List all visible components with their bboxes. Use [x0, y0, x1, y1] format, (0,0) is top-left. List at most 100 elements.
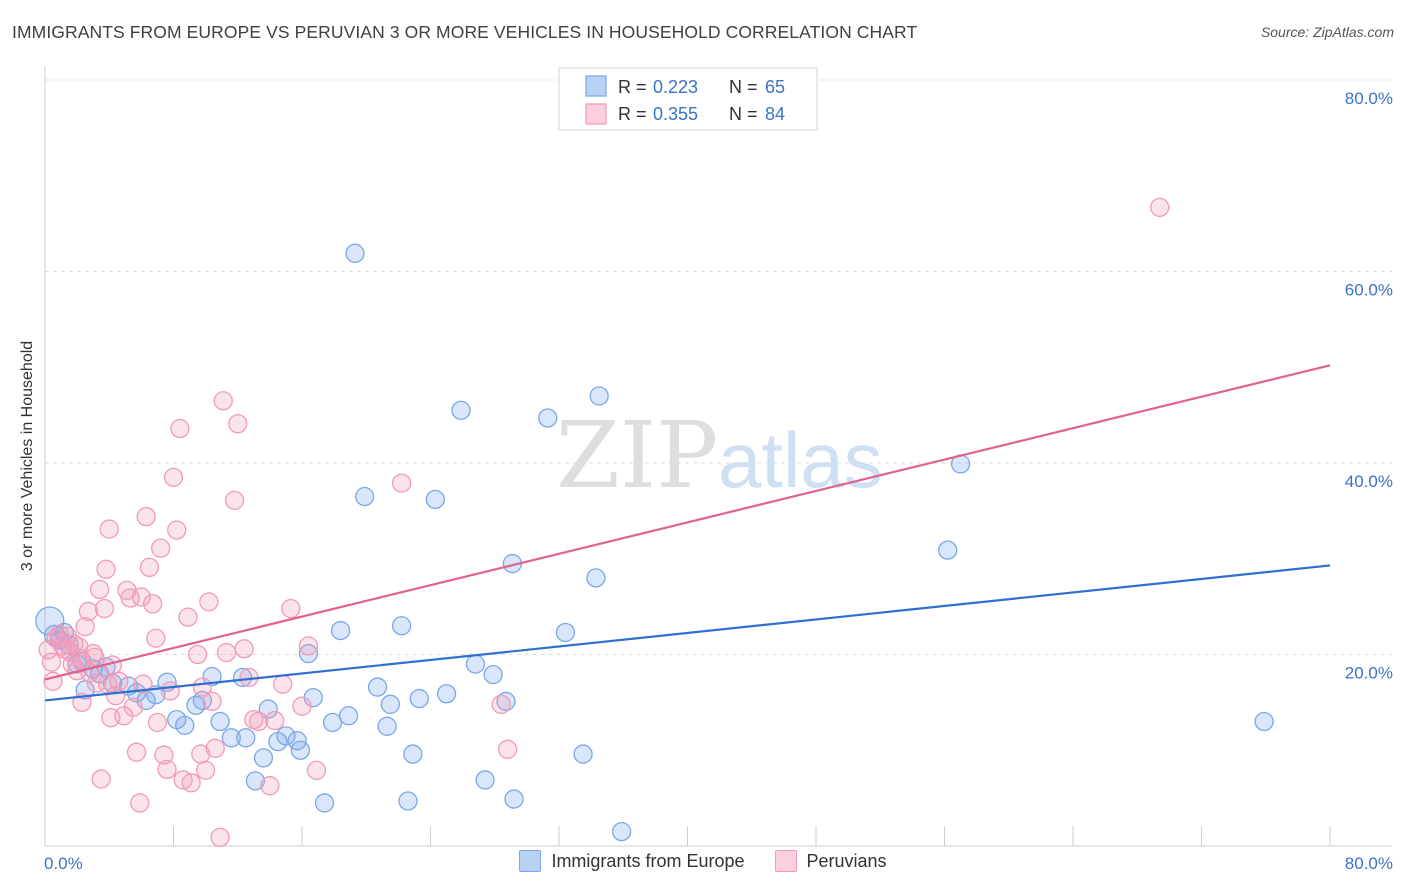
legend-n-value-europe: 65	[765, 77, 785, 97]
point-peruvians	[75, 617, 95, 637]
point-europe	[465, 654, 486, 674]
point-peruvians	[139, 557, 160, 578]
point-europe	[202, 666, 222, 687]
chart-title: IMMIGRANTS FROM EUROPE VS PERUVIAN 3 OR …	[12, 22, 918, 42]
point-peruvians	[491, 694, 511, 714]
point-europe	[314, 793, 335, 813]
point-europe	[290, 740, 311, 760]
point-peruvians	[142, 594, 163, 614]
point-peruvians	[106, 686, 126, 706]
point-europe	[298, 643, 319, 664]
y-tick-label: 40.0%	[1345, 472, 1393, 491]
point-europe	[451, 400, 471, 420]
y-tick-label: 60.0%	[1345, 281, 1393, 300]
trend-line-europe	[44, 564, 1331, 702]
point-europe	[367, 677, 388, 697]
point-peruvians	[131, 587, 152, 607]
point-peruvians	[205, 738, 225, 758]
point-peruvians	[85, 647, 105, 668]
legend-label-europe: Immigrants from Europe	[551, 850, 745, 871]
legend-swatch-peruvians	[585, 103, 607, 125]
x-tick-label-min: 0.0%	[44, 854, 83, 873]
point-europe	[232, 667, 253, 688]
watermark-zip: ZIP	[556, 402, 718, 509]
stats-legend: R = 0.223 N = 65 R = 0.355 N = 84	[558, 67, 818, 131]
legend-r-label-europe: R =	[618, 77, 647, 97]
point-peruvians	[260, 776, 280, 796]
point-peruvians	[123, 697, 143, 717]
point-europe	[409, 688, 429, 709]
point-peruvians	[157, 759, 177, 780]
point-peruvians	[216, 642, 237, 663]
point-europe	[276, 726, 296, 746]
point-peruvians	[273, 674, 293, 694]
point-peruvians	[234, 639, 254, 659]
point-peruvians	[147, 712, 168, 733]
point-europe	[175, 715, 195, 736]
point-peruvians	[497, 739, 518, 759]
point-europe	[322, 712, 343, 733]
x-tick-label-max: 80.0%	[1345, 854, 1393, 873]
point-europe	[391, 616, 412, 636]
point-europe	[253, 748, 274, 768]
point-peruvians	[178, 607, 198, 627]
point-europe	[377, 716, 397, 736]
source-credit: Source: ZipAtlas.com	[1260, 24, 1394, 40]
point-peruvians	[210, 827, 230, 848]
point-peruvians	[109, 671, 129, 691]
point-europe	[573, 744, 593, 764]
trend-line-peruvians	[44, 364, 1331, 681]
point-europe	[483, 664, 503, 685]
legend-n-value-peruvians: 84	[765, 104, 785, 124]
legend-item-peruvians[interactable]: Peruvians	[774, 850, 887, 872]
point-europe	[555, 622, 576, 643]
point-europe	[345, 243, 365, 263]
axes	[44, 66, 1392, 847]
trend-lines	[44, 364, 1331, 702]
data-points	[35, 197, 1274, 848]
legend-r-label-peruvians: R =	[618, 104, 647, 124]
point-peruvians	[41, 652, 62, 672]
point-peruvians	[154, 745, 174, 765]
point-peruvians	[89, 579, 110, 600]
point-peruvians	[281, 598, 301, 619]
point-peruvians	[199, 592, 219, 612]
point-peruvians	[195, 760, 216, 781]
tick-labels: 20.0% 40.0% 60.0% 80.0% 0.0% 80.0%	[44, 89, 1393, 873]
point-europe	[436, 684, 457, 704]
point-peruvians	[170, 418, 190, 439]
point-peruvians	[265, 710, 285, 731]
point-europe	[475, 770, 495, 790]
point-europe	[210, 711, 230, 732]
point-peruvians	[248, 711, 269, 732]
point-europe	[245, 771, 266, 791]
legend-item-europe[interactable]: Immigrants from Europe	[519, 850, 745, 872]
point-peruvians	[91, 769, 111, 789]
legend-n-label-europe: N =	[729, 77, 758, 97]
point-europe	[354, 486, 375, 507]
point-peruvians	[163, 467, 184, 488]
legend-r-value-peruvians: 0.355	[653, 104, 698, 124]
point-peruvians	[150, 538, 171, 558]
point-peruvians	[1150, 197, 1170, 217]
point-peruvians	[94, 598, 115, 619]
point-europe	[425, 489, 445, 510]
series-legend: Immigrants from Europe Peruvians	[0, 850, 1406, 872]
legend-swatch-europe	[585, 75, 607, 97]
watermark: ZIP atlas	[556, 402, 883, 509]
point-europe	[398, 791, 418, 811]
point-europe	[586, 568, 606, 588]
legend-label-peruvians: Peruvians	[806, 850, 887, 871]
point-europe	[236, 728, 256, 748]
point-europe	[192, 690, 213, 711]
point-peruvians	[146, 628, 166, 648]
point-peruvians	[96, 559, 116, 579]
point-peruvians	[391, 473, 412, 493]
legend-swatch-europe-bottom	[519, 850, 542, 872]
point-europe	[938, 540, 958, 560]
point-peruvians	[228, 414, 248, 434]
point-peruvians	[306, 760, 327, 781]
point-europe	[338, 706, 359, 726]
point-peruvians	[224, 490, 245, 510]
